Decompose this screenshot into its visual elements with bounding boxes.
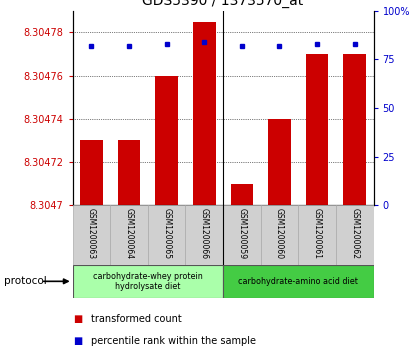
Bar: [80, 140, 103, 205]
Bar: [155, 76, 178, 205]
Text: protocol: protocol: [4, 276, 47, 286]
Bar: [148, 205, 186, 265]
Bar: [261, 205, 298, 265]
Title: GDS5390 / 1373570_at: GDS5390 / 1373570_at: [142, 0, 304, 8]
Bar: [231, 184, 253, 205]
Text: GSM1200064: GSM1200064: [124, 208, 134, 259]
Bar: [344, 54, 366, 205]
Bar: [110, 205, 148, 265]
Text: GSM1200062: GSM1200062: [350, 208, 359, 259]
Bar: [306, 54, 328, 205]
Text: GSM1200065: GSM1200065: [162, 208, 171, 259]
Text: transformed count: transformed count: [91, 314, 182, 325]
Bar: [73, 205, 110, 265]
Bar: [223, 205, 261, 265]
Bar: [336, 205, 374, 265]
Bar: [118, 140, 140, 205]
Bar: [193, 22, 215, 205]
Text: GSM1200061: GSM1200061: [312, 208, 322, 259]
Bar: [223, 265, 374, 298]
Bar: [73, 265, 223, 298]
Bar: [268, 119, 291, 205]
Text: GSM1200066: GSM1200066: [200, 208, 209, 259]
Bar: [186, 205, 223, 265]
Bar: [298, 205, 336, 265]
Text: percentile rank within the sample: percentile rank within the sample: [91, 336, 256, 346]
Text: ■: ■: [73, 336, 82, 346]
Text: GSM1200063: GSM1200063: [87, 208, 96, 259]
Text: carbohydrate-whey protein
hydrolysate diet: carbohydrate-whey protein hydrolysate di…: [93, 272, 203, 291]
Text: GSM1200060: GSM1200060: [275, 208, 284, 259]
Text: carbohydrate-amino acid diet: carbohydrate-amino acid diet: [238, 277, 358, 286]
Text: GSM1200059: GSM1200059: [237, 208, 247, 259]
Text: ■: ■: [73, 314, 82, 325]
